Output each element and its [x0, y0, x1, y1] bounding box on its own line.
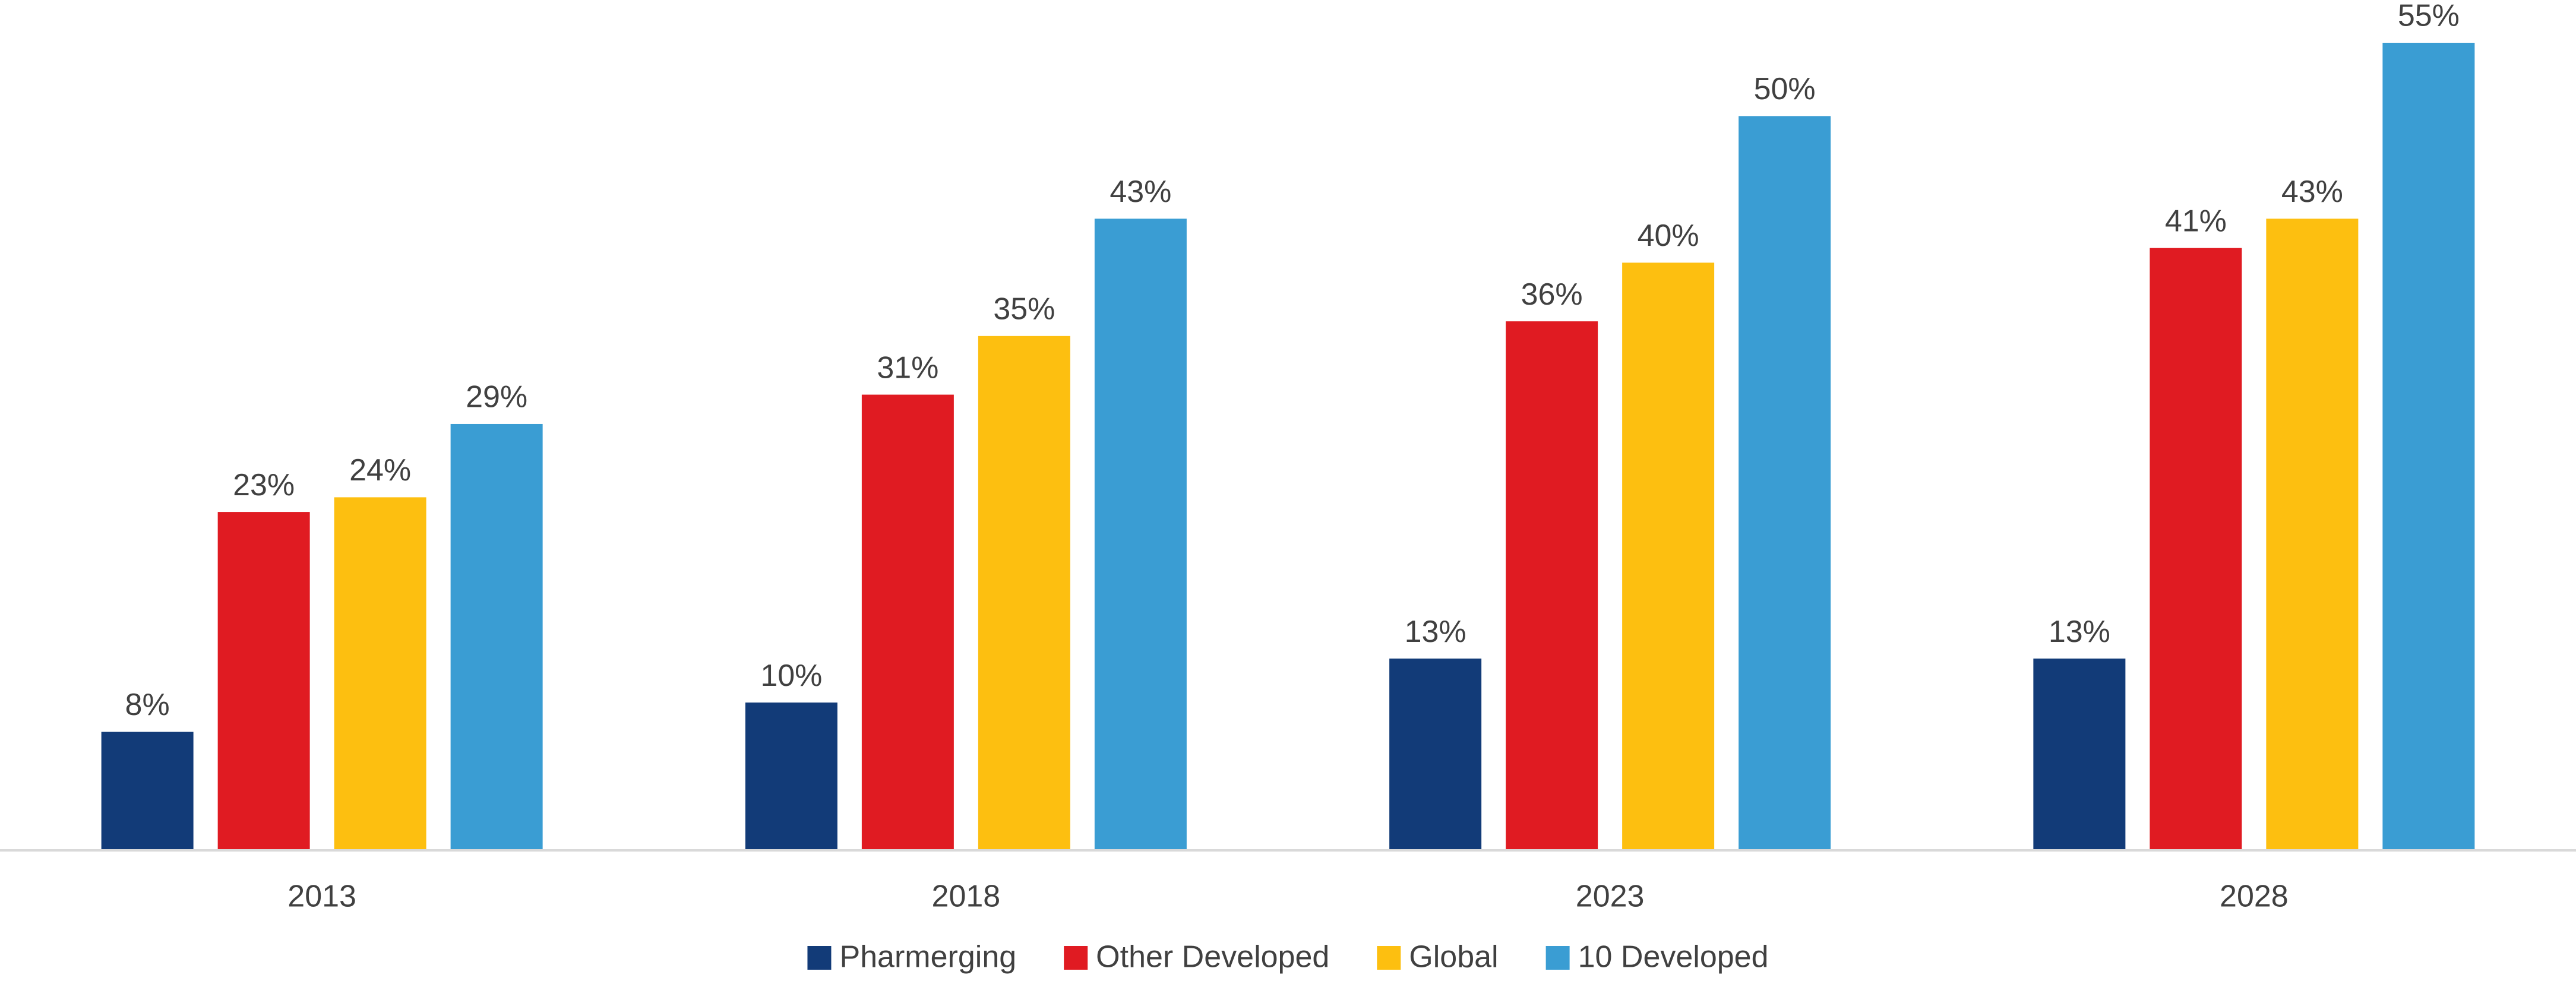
- bar: [101, 732, 194, 849]
- bar: [334, 497, 426, 849]
- legend-label: 10 Developed: [1578, 940, 1769, 974]
- data-label: 35%: [993, 292, 1055, 327]
- data-label: 8%: [125, 688, 170, 722]
- data-label: 36%: [1521, 277, 1583, 312]
- data-label: 13%: [1405, 615, 1466, 649]
- bar: [2033, 659, 2126, 849]
- legend-swatch: [807, 946, 832, 970]
- legend-swatch: [1064, 946, 1088, 970]
- data-label: 50%: [1754, 72, 1816, 106]
- data-label: 23%: [233, 468, 295, 502]
- legend-swatch: [1377, 946, 1401, 970]
- data-label: 24%: [349, 453, 411, 488]
- data-label: 43%: [2281, 175, 2343, 209]
- data-label: 31%: [877, 350, 938, 385]
- bar: [861, 394, 954, 849]
- bar: [1094, 219, 1187, 850]
- data-label: 29%: [466, 380, 527, 414]
- bar: [1506, 321, 1598, 849]
- data-label: 55%: [2398, 0, 2460, 33]
- x-tick-label: 2023: [1576, 879, 1645, 914]
- bar: [1622, 262, 1715, 849]
- bar: [2150, 248, 2242, 849]
- bar: [217, 512, 310, 849]
- legend-label: Global: [1409, 940, 1498, 974]
- legend-label: Pharmerging: [839, 940, 1016, 974]
- bar: [2382, 43, 2475, 849]
- x-tick-label: 2013: [287, 879, 356, 914]
- data-label: 40%: [1638, 219, 1699, 253]
- x-tick-label: 2028: [2220, 879, 2289, 914]
- bar: [2266, 219, 2359, 850]
- bar: [1389, 659, 1482, 849]
- data-label: 10%: [760, 659, 822, 693]
- bar: [1739, 116, 1831, 849]
- data-label: 41%: [2165, 204, 2227, 238]
- data-label: 43%: [1110, 175, 1171, 209]
- legend-swatch: [1545, 946, 1570, 970]
- bar: [450, 423, 543, 849]
- bar: [745, 702, 837, 849]
- data-label: 13%: [2049, 615, 2110, 649]
- x-tick-label: 2018: [932, 879, 1001, 914]
- bar: [978, 336, 1070, 849]
- legend-label: Other Developed: [1096, 940, 1329, 974]
